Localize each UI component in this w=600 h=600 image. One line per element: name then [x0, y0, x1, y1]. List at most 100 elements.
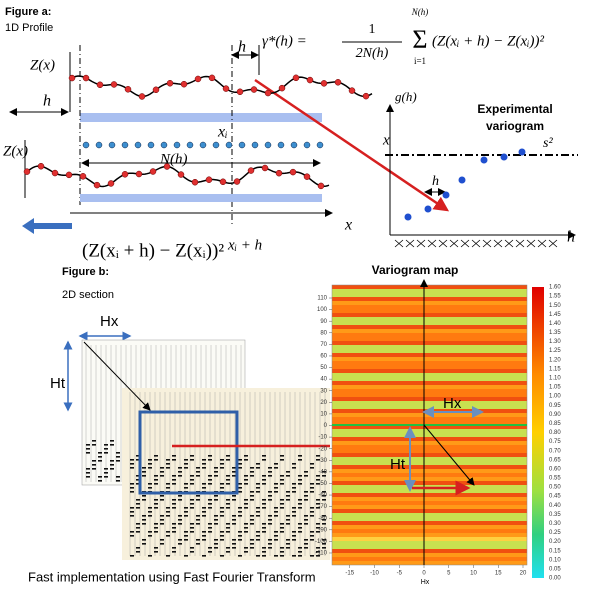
reflection	[244, 475, 248, 477]
reflection	[250, 471, 254, 473]
reflection	[316, 531, 320, 533]
reflection	[116, 476, 120, 478]
reflection	[148, 555, 152, 557]
reflection	[172, 551, 176, 553]
sample-point	[320, 80, 328, 87]
reflection	[298, 475, 302, 477]
sample-point	[362, 92, 370, 100]
reflection	[98, 456, 102, 458]
sample-point	[225, 141, 233, 149]
reflection	[208, 483, 212, 485]
heat-row	[332, 505, 527, 509]
ticks: 1101009080706050403020100-10-20-30-40-50…	[315, 285, 561, 582]
reflection	[184, 539, 188, 541]
y-tick-label: 10	[320, 411, 327, 417]
reflection	[232, 495, 236, 497]
reflection	[154, 459, 158, 461]
reflection	[184, 507, 188, 509]
reflection	[250, 515, 254, 517]
reflection	[130, 531, 134, 533]
reflection	[184, 535, 188, 537]
variogram-point	[404, 213, 412, 221]
heat-row	[332, 497, 527, 501]
reflection	[142, 475, 146, 477]
reflection	[208, 523, 212, 525]
reflection	[86, 468, 90, 470]
sample-point	[277, 141, 285, 149]
colorbar-label: 0.40	[549, 503, 561, 509]
reflection	[250, 491, 254, 493]
reflection	[322, 543, 326, 545]
y-tick-label: 40	[320, 377, 327, 383]
reflection	[172, 459, 176, 461]
heat-row	[332, 377, 527, 381]
sample-point	[316, 141, 324, 149]
reflection	[184, 487, 188, 489]
reflection	[190, 531, 194, 533]
sample-point	[205, 176, 213, 183]
reflection	[262, 475, 266, 477]
reflection	[214, 471, 218, 473]
figure-b: Figure b: 2D section Hx Ht Variogram map…	[28, 263, 561, 586]
sample-point	[173, 141, 181, 149]
reflection	[316, 547, 320, 549]
hx-label: Hx	[100, 313, 119, 330]
y-tick-label: -70	[318, 504, 327, 510]
sample-point	[96, 81, 104, 89]
reflection	[190, 475, 194, 477]
reflection	[262, 555, 266, 557]
y-tick-label: -80	[318, 516, 327, 522]
heat-row	[332, 537, 527, 541]
reflection	[184, 467, 188, 469]
reflection	[322, 523, 326, 525]
reflection	[232, 523, 236, 525]
reflection	[130, 463, 134, 465]
reflection	[110, 464, 114, 466]
y-tick-label: 60	[320, 354, 327, 360]
reflection	[202, 511, 206, 513]
reflection	[92, 460, 96, 462]
figure-subtitle: 1D Profile	[5, 22, 53, 34]
heat-row	[332, 373, 527, 377]
reflection	[184, 515, 188, 517]
reflection	[250, 467, 254, 469]
reflection	[250, 543, 254, 545]
heat-row	[332, 545, 527, 549]
y-label: g(h)	[395, 89, 417, 104]
colorbar-label: 1.20	[549, 357, 561, 363]
reflection	[154, 475, 158, 477]
reflection	[292, 487, 296, 489]
heat-row	[332, 489, 527, 493]
reflection	[214, 475, 218, 477]
reflection	[298, 555, 302, 557]
formula-denominator: 2N(h)	[356, 46, 389, 61]
reflection	[286, 495, 290, 497]
reflection	[322, 515, 326, 517]
reflection	[286, 475, 290, 477]
x-tick-label: 0	[422, 571, 426, 577]
sample-point	[236, 88, 244, 96]
lag-mark	[493, 239, 503, 248]
reflection	[154, 483, 158, 485]
reflection	[220, 483, 224, 485]
reflection	[268, 543, 272, 545]
lag-mark	[504, 239, 514, 248]
heat-row	[332, 297, 527, 301]
reflection	[104, 476, 108, 478]
reflection	[262, 503, 266, 505]
y-tick-label: 90	[320, 319, 327, 325]
reflection	[142, 495, 146, 497]
sample-point	[65, 171, 73, 179]
reflection	[256, 515, 260, 517]
reflection	[298, 551, 302, 553]
reflection	[172, 475, 176, 477]
heat-row	[332, 405, 527, 409]
reflection	[160, 539, 164, 541]
sample-point	[290, 141, 298, 149]
reflection	[298, 455, 302, 457]
heat-row	[332, 345, 527, 349]
reflection	[244, 459, 248, 461]
sample-point	[121, 141, 129, 149]
sample-point	[222, 85, 230, 92]
reflection	[310, 467, 314, 469]
